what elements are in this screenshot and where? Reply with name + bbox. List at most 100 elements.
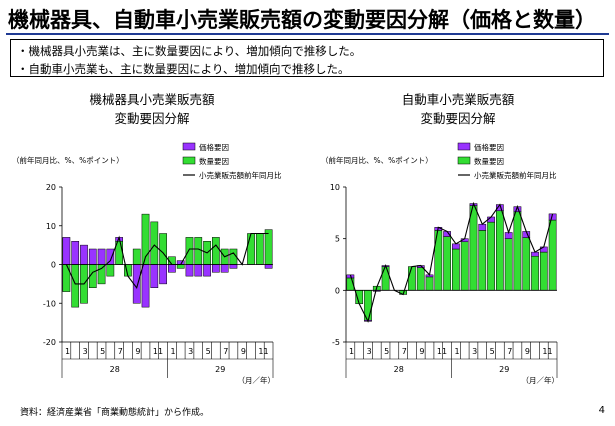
chart-2-bar-price <box>478 223 487 231</box>
chart-2-title-line-2: 変動要因分解 <box>420 111 496 126</box>
chart-1-bar-quantity <box>132 248 141 265</box>
chart-2-bar-quantity <box>452 248 460 291</box>
chart-2-bar-price <box>452 243 460 250</box>
chart-1-month-label: 7 <box>223 347 228 356</box>
chart-1-bar-price <box>229 264 238 269</box>
chart-2-line-series <box>349 201 554 323</box>
chart-2-bar-quantity <box>513 211 522 291</box>
chart-2-ytick-label: 0 <box>335 286 340 295</box>
summary-bullet-2: ・自動車小売業も、主に数量要因により、増加傾向で推移した。 <box>17 62 350 76</box>
chart-1-month-label: 3 <box>188 347 193 356</box>
chart-1-month-label: 5 <box>206 347 211 356</box>
chart-1-month-label: 11 <box>258 347 268 356</box>
title-rule <box>6 33 609 35</box>
chart-1-ytick-label: 10 <box>46 222 56 231</box>
chart-1-title-line-2: 変動要因分解 <box>114 111 190 126</box>
summary-box: ・機械器具小売業は、主に数量要因により、増加傾向で推移した。 ・自動車小売業も、… <box>10 39 604 77</box>
chart-1-ylabel: （前年同月比、%、%ポイント） <box>12 155 124 165</box>
chart-2-month-label: 1 <box>349 347 354 356</box>
chart-1-bar-price <box>159 264 167 285</box>
chart-2-bar-quantity <box>460 241 469 291</box>
chart-2-bar-quantity <box>495 210 504 291</box>
chart-1-legend-price-label: 価格要因 <box>199 142 229 152</box>
chart-2-legend-price-swatch <box>457 142 471 151</box>
chart-1-bar-price <box>168 264 176 273</box>
chart-1-bar-price <box>220 264 229 273</box>
chart-2-month-label: 5 <box>384 347 389 356</box>
chart-1-bar-quantity <box>247 233 255 265</box>
chart-1-line-series <box>65 232 269 290</box>
chart-2-xunit-label: （月／年） <box>522 375 560 385</box>
chart-2-month-label: 3 <box>472 347 477 356</box>
chart-2-month-label: 3 <box>367 347 372 356</box>
chart-1-bar-quantity <box>71 264 80 308</box>
chart-2-title: 自動車小売業販売額 変動要因分解 <box>358 90 558 128</box>
chart-1-title-line-1: 機械器具小売業販売額 <box>89 92 215 107</box>
page-number: 4 <box>598 405 605 416</box>
chart-1-bar-quantity <box>255 233 264 265</box>
chart-1-bar-quantity <box>97 264 106 285</box>
chart-2-year-label: 28 <box>394 365 404 374</box>
chart-2-month-label: 5 <box>490 347 495 356</box>
chart-1-bar-price <box>150 264 159 288</box>
chart-1-ytick-label: -20 <box>43 338 56 347</box>
chart-1-month-label: 1 <box>171 347 176 356</box>
chart-1-ytick-label: 20 <box>46 183 56 192</box>
chart-1-year-label: 29 <box>215 365 225 374</box>
chart-1-bar-quantity <box>185 237 194 265</box>
chart-1-bar-price <box>185 264 194 277</box>
slide-title: 機械器具、自動車小売業販売額の変動要因分解（価格と数量） <box>8 8 596 32</box>
chart-2-bar-quantity <box>443 236 451 291</box>
chart-2-ytick-label: 10 <box>330 183 340 192</box>
chart-2-bar-quantity <box>522 237 531 291</box>
chart-1-bar-quantity <box>106 264 115 277</box>
chart-2-ylabel: （前年同月比、%、%ポイント） <box>321 155 433 165</box>
chart-2-legend-price-label: 価格要因 <box>474 142 504 152</box>
chart-2-bar-quantity <box>531 255 539 291</box>
chart-1-month-label: 3 <box>83 347 88 356</box>
chart-2-legend-quantity-swatch <box>457 156 471 165</box>
chart-2-bar-price <box>548 213 557 221</box>
chart-1-bar-quantity <box>159 233 167 265</box>
chart-1-legend-quantity-swatch <box>182 156 196 165</box>
chart-2-bar-price <box>539 246 548 253</box>
chart-2-ytick-label: 5 <box>335 235 340 244</box>
chart-1-legend-quantity-label: 数量要因 <box>199 156 229 166</box>
chart-1-month-label: 5 <box>100 347 105 356</box>
chart-1-bar-price <box>62 237 71 265</box>
chart-1-bar-price <box>71 241 80 265</box>
chart-1-bar-price <box>203 264 211 277</box>
chart-2-bar-quantity <box>469 205 478 291</box>
chart-1-ytick-label: -10 <box>43 299 56 308</box>
chart-2-year-label: 29 <box>499 365 509 374</box>
chart-2-bar-quantity <box>478 230 487 291</box>
chart-2-ytick-label: -5 <box>332 338 340 347</box>
chart-2-month-label: 11 <box>542 347 552 356</box>
chart-2-bar-quantity <box>548 219 557 291</box>
chart-2-month-label: 9 <box>525 347 530 356</box>
chart-1-ytick-label: 0 <box>51 261 56 270</box>
chart-1-month-label: 1 <box>65 347 70 356</box>
chart-1-bar-quantity <box>150 221 159 265</box>
summary-bullet-1: ・機械器具小売業は、主に数量要因により、増加傾向で推移した。 <box>17 44 362 58</box>
chart-1-legend-line-label: 小売業販売額前年同月比 <box>199 170 282 180</box>
chart-2-month-label: 7 <box>507 347 512 356</box>
chart-2-bar-quantity <box>487 221 495 291</box>
chart-1-bar-price <box>80 244 88 265</box>
chart-2-bar-quantity <box>425 276 434 291</box>
chart-2-bar-quantity <box>381 266 390 291</box>
chart-2-legend-quantity-label: 数量要因 <box>474 156 504 166</box>
chart-1-bar-price <box>194 264 203 277</box>
chart-2-bar-quantity <box>408 266 416 291</box>
chart-2-bar-quantity <box>416 267 425 291</box>
source-note: 資料：経済産業省「商業動態統計」から作成。 <box>20 408 210 418</box>
chart-1-bar-quantity <box>211 237 220 265</box>
chart-1-year-label: 28 <box>110 365 120 374</box>
chart-2-month-label: 7 <box>402 347 407 356</box>
chart-2-month-label: 11 <box>437 347 447 356</box>
chart-2-bar-quantity <box>504 238 513 291</box>
chart-1-bar-price <box>97 248 106 265</box>
chart-1-bar-quantity <box>264 229 273 265</box>
chart-1-bar-quantity <box>176 264 185 269</box>
